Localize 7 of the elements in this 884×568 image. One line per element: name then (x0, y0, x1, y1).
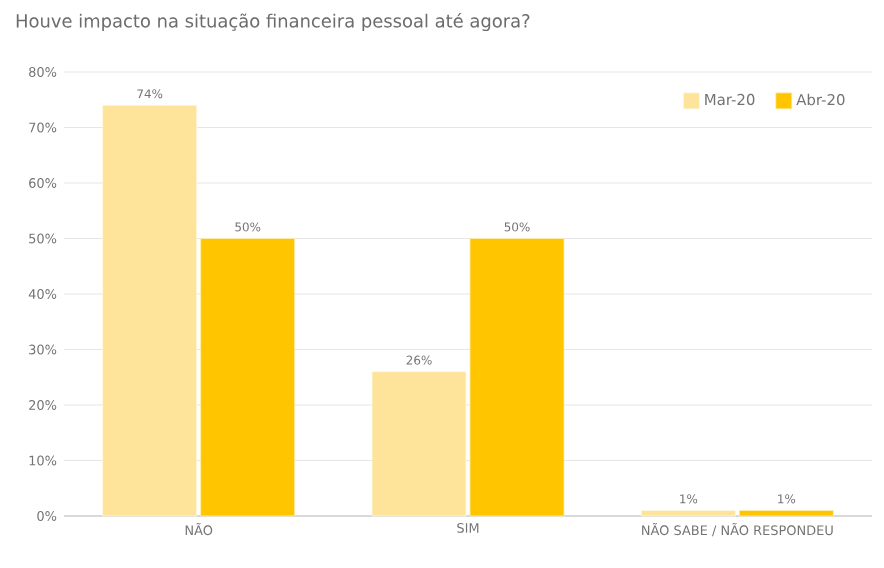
bar (738, 510, 834, 517)
bar (371, 371, 467, 517)
bar (102, 104, 198, 517)
bar (640, 510, 736, 517)
bar (469, 238, 565, 517)
bar (200, 238, 296, 517)
chart-title: Houve impacto na situação financeira pessoal até agora? (16, 13, 530, 32)
